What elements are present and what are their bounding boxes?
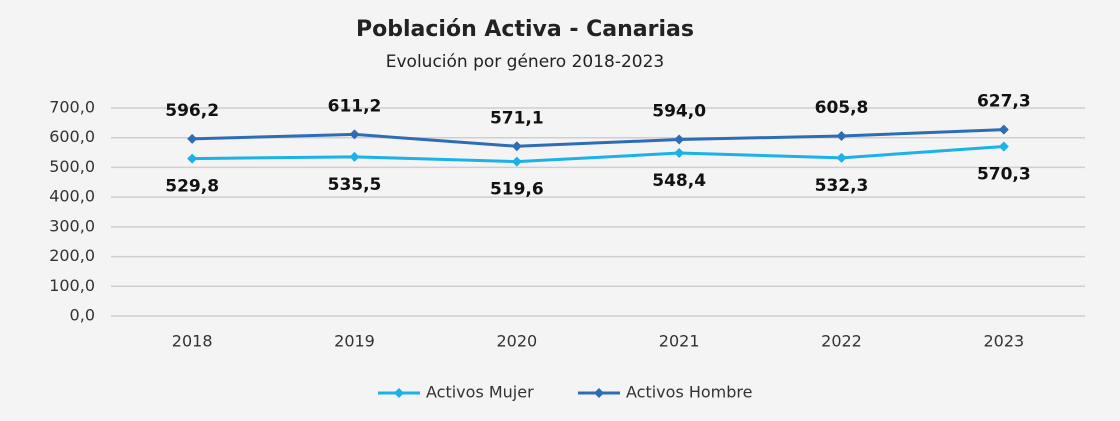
x-tick-label: 2019 xyxy=(334,332,375,351)
point-marker xyxy=(836,152,847,163)
y-tick-label: 600,0 xyxy=(49,127,95,146)
x-tick-label: 2021 xyxy=(659,332,700,351)
point-marker xyxy=(836,130,847,141)
y-tick-label: 300,0 xyxy=(49,216,95,235)
data-label: 570,3 xyxy=(977,165,1031,185)
y-tick-label: 200,0 xyxy=(49,246,95,265)
point-marker xyxy=(998,124,1009,135)
data-label: 605,8 xyxy=(815,98,869,118)
point-marker xyxy=(511,156,522,167)
point-marker xyxy=(349,129,360,140)
point-marker xyxy=(187,133,198,144)
legend-label: Activos Hombre xyxy=(626,383,753,402)
point-marker xyxy=(674,134,685,145)
point-marker xyxy=(511,141,522,152)
series-line xyxy=(192,145,1004,164)
point-marker xyxy=(674,148,685,159)
data-label: 548,4 xyxy=(652,171,706,191)
point-marker xyxy=(187,153,198,164)
y-tick-label: 500,0 xyxy=(49,157,95,176)
data-label: 596,2 xyxy=(165,101,219,121)
y-tick-label: 100,0 xyxy=(49,276,95,295)
legend-marker xyxy=(394,388,404,398)
x-tick-label: 2018 xyxy=(172,332,213,351)
data-label: 594,0 xyxy=(652,101,706,121)
data-label: 532,3 xyxy=(815,176,869,196)
data-label: 627,3 xyxy=(977,92,1031,112)
point-marker xyxy=(998,141,1009,152)
x-tick-label: 2023 xyxy=(983,332,1024,351)
y-tick-label: 700,0 xyxy=(49,98,95,117)
data-label: 571,1 xyxy=(490,108,544,128)
y-tick-label: 0,0 xyxy=(70,306,95,325)
data-label: 535,5 xyxy=(328,175,382,195)
chart-subtitle: Evolución por género 2018-2023 xyxy=(386,52,665,72)
data-label: 529,8 xyxy=(165,177,219,197)
x-tick-label: 2020 xyxy=(496,332,537,351)
legend-marker xyxy=(594,388,604,398)
y-tick-label: 400,0 xyxy=(49,187,95,206)
series-line xyxy=(192,128,1004,148)
point-marker xyxy=(349,151,360,162)
chart-title: Población Activa - Canarias xyxy=(356,17,694,42)
data-label: 519,6 xyxy=(490,180,544,200)
legend-label: Activos Mujer xyxy=(426,383,534,402)
x-tick-label: 2022 xyxy=(821,332,862,351)
data-label: 611,2 xyxy=(328,96,382,116)
